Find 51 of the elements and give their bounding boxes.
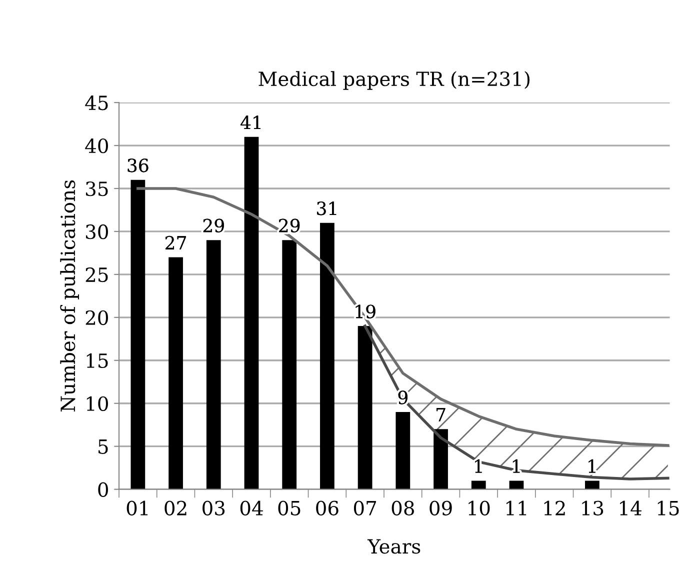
x-tick-label: 09 [430, 500, 452, 516]
line-series [136, 187, 670, 447]
y-axis-title: Number of publications [60, 180, 79, 412]
bar [358, 326, 372, 490]
data-label: 1 [588, 459, 596, 473]
bar [585, 480, 600, 490]
data-label: 29 [279, 218, 300, 232]
bar [396, 412, 410, 490]
y-tick-label: 45 [85, 96, 108, 110]
data-label: 36 [128, 158, 148, 172]
x-tick-label: 14 [620, 500, 642, 516]
y-tick-label: 30 [86, 224, 108, 240]
bar [282, 240, 297, 490]
bar [509, 480, 524, 490]
data-label: 1 [475, 459, 482, 473]
x-tick-label: 15 [658, 500, 679, 516]
y-tick-label: 20 [86, 310, 108, 326]
x-tick-label: 06 [316, 500, 338, 516]
y-tick-label: 35 [86, 181, 108, 196]
chart-title: Medical papers TR (n=231) [258, 71, 530, 90]
y-tick-label: 10 [86, 396, 108, 412]
y-tick-label: 25 [86, 267, 108, 282]
bar [471, 480, 486, 490]
bar [130, 180, 146, 490]
x-tick-label: 05 [278, 500, 300, 516]
data-label: 7 [436, 408, 446, 422]
bar [244, 136, 259, 490]
x-tick-label: 12 [544, 500, 565, 516]
x-tick-label: 01 [126, 500, 148, 516]
x-tick-label: 11 [506, 500, 526, 516]
x-tick-label: 04 [240, 500, 263, 516]
x-tick-label: 08 [392, 500, 414, 516]
y-tick-label: 5 [98, 440, 108, 454]
bar [434, 429, 448, 490]
x-tick-label: 13 [582, 500, 604, 516]
x-tick-label: 07 [354, 500, 376, 516]
bar [168, 257, 183, 490]
x-axis-title: Years [367, 539, 420, 554]
bar [206, 240, 221, 490]
data-label: 27 [166, 236, 186, 250]
data-label: 31 [317, 202, 336, 216]
x-tick-label: 10 [468, 500, 490, 516]
data-label: 41 [240, 116, 260, 130]
x-tick-label: 02 [164, 500, 186, 516]
line-series [364, 324, 670, 480]
y-tick-label: 40 [85, 138, 108, 154]
y-tick-label: 0 [98, 482, 108, 497]
x-tick-label: 03 [202, 500, 225, 516]
bar [320, 222, 334, 490]
y-tick-label: 15 [86, 353, 108, 368]
data-label: 29 [203, 218, 224, 232]
